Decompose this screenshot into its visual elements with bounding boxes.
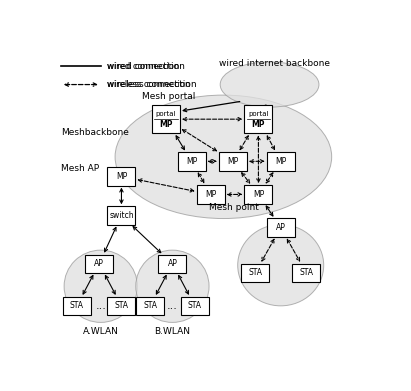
Text: Mesh portal: Mesh portal	[142, 92, 196, 101]
Ellipse shape	[136, 250, 209, 323]
FancyBboxPatch shape	[178, 152, 206, 170]
Text: portal: portal	[156, 111, 176, 117]
FancyBboxPatch shape	[107, 297, 136, 315]
Text: MP: MP	[227, 157, 238, 166]
Text: wired connection: wired connection	[107, 62, 185, 71]
Text: ...: ...	[167, 301, 178, 311]
Text: wireless connection: wireless connection	[107, 80, 197, 89]
FancyBboxPatch shape	[267, 219, 295, 237]
FancyBboxPatch shape	[152, 105, 180, 133]
Text: MP: MP	[275, 157, 286, 166]
Text: AP: AP	[276, 223, 286, 232]
Text: STA: STA	[114, 301, 129, 310]
Ellipse shape	[64, 250, 137, 323]
FancyBboxPatch shape	[245, 185, 272, 204]
Text: MP: MP	[253, 190, 264, 199]
FancyBboxPatch shape	[181, 297, 209, 315]
Text: STA: STA	[188, 301, 202, 310]
FancyBboxPatch shape	[267, 152, 295, 170]
Text: portal: portal	[248, 111, 269, 117]
Text: wired internet backbone: wired internet backbone	[219, 59, 330, 68]
Text: Mesh AP: Mesh AP	[61, 164, 99, 173]
Text: STA: STA	[143, 301, 157, 310]
FancyBboxPatch shape	[85, 255, 113, 273]
Text: MP: MP	[159, 120, 173, 129]
Text: MP: MP	[186, 157, 197, 166]
Text: wired connection: wired connection	[107, 62, 180, 71]
Text: STA: STA	[248, 268, 262, 277]
Text: ...: ...	[95, 301, 106, 311]
Text: AP: AP	[167, 259, 178, 268]
Text: wireless connection: wireless connection	[107, 80, 190, 89]
FancyBboxPatch shape	[107, 167, 136, 186]
FancyBboxPatch shape	[219, 152, 247, 170]
Ellipse shape	[115, 95, 332, 219]
Text: Mesh point: Mesh point	[209, 203, 259, 212]
FancyBboxPatch shape	[241, 264, 269, 282]
Ellipse shape	[238, 224, 324, 306]
FancyBboxPatch shape	[245, 105, 272, 133]
Text: MP: MP	[205, 190, 216, 199]
FancyBboxPatch shape	[63, 297, 91, 315]
Text: AP: AP	[94, 259, 104, 268]
FancyBboxPatch shape	[107, 206, 136, 225]
Text: MP: MP	[116, 172, 127, 181]
Text: Meshbackbone: Meshbackbone	[61, 128, 129, 137]
Ellipse shape	[220, 62, 319, 107]
Text: STA: STA	[299, 268, 313, 277]
Text: A.WLAN: A.WLAN	[83, 327, 119, 336]
FancyBboxPatch shape	[292, 264, 320, 282]
Text: STA: STA	[70, 301, 84, 310]
FancyBboxPatch shape	[196, 185, 225, 204]
Text: MP: MP	[252, 120, 265, 129]
FancyBboxPatch shape	[136, 297, 164, 315]
Text: B.WLAN: B.WLAN	[155, 327, 190, 336]
FancyBboxPatch shape	[158, 255, 187, 273]
Text: switch: switch	[109, 211, 134, 220]
